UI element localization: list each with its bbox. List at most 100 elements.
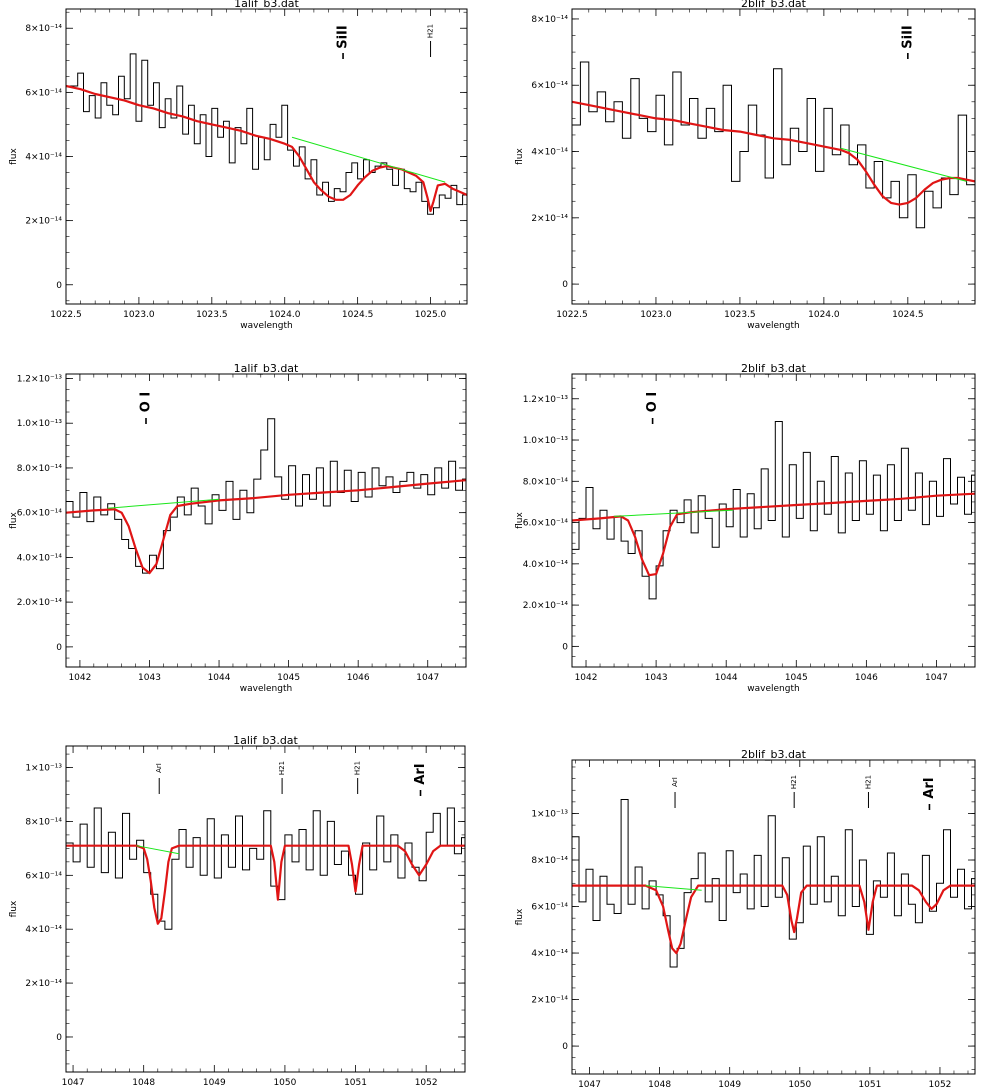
- x-tick-label: 1048: [648, 1080, 671, 1089]
- y-tick-label: 6×10⁻¹⁴: [25, 871, 62, 881]
- plot-frame: [65, 745, 466, 1073]
- x-tick-label: 1050: [788, 1080, 811, 1089]
- line-id-label: SiII: [900, 25, 915, 49]
- y-tick-label: 1.2×10⁻¹³: [523, 395, 569, 405]
- x-tick-label: 1051: [344, 1078, 367, 1088]
- plot-frame: [571, 8, 976, 305]
- line-id-label: H21: [790, 775, 798, 789]
- continuum-line: [840, 147, 967, 182]
- spectrum-histogram: [572, 421, 975, 600]
- y-tick-label: 2.0×10⁻¹⁴: [523, 601, 569, 611]
- y-tick-label: 4.0×10⁻¹⁴: [523, 560, 569, 570]
- x-tick-label: 1046: [855, 673, 878, 683]
- y-tick-label: 1.0×10⁻¹³: [17, 419, 63, 429]
- y-tick-label: 0: [56, 1033, 62, 1043]
- plot-area: [66, 807, 465, 930]
- panel-2: 2blif_b3.dat 1022.5 1023.0 1023.5 1024.0 1024…: [515, 0, 976, 331]
- continuum-line: [645, 885, 702, 891]
- y-tick-label: 0: [562, 642, 568, 652]
- panel-title: 2blif_b3.dat: [741, 362, 807, 375]
- line-id-label: ArI: [671, 777, 679, 787]
- fit-model-line: [66, 479, 466, 575]
- continuum-line: [136, 845, 180, 855]
- plot-frame: [65, 373, 467, 668]
- y-tick-label: 4×10⁻¹⁴: [25, 153, 62, 163]
- line-id-label: H21: [864, 775, 872, 789]
- y-tick-label: 6×10⁻¹⁴: [531, 81, 568, 91]
- y-tick-label: 4.0×10⁻¹⁴: [17, 553, 63, 563]
- y-tick-label: 2×10⁻¹⁴: [25, 979, 62, 989]
- x-tick-label: 1050: [273, 1078, 296, 1088]
- x-tick-label: 1047: [925, 673, 948, 683]
- y-axis-label: flux: [9, 511, 19, 528]
- y-tick-label: 4×10⁻¹⁴: [531, 148, 568, 158]
- x-tick-label: 1047: [416, 673, 439, 683]
- panel-title: 2blif_b3.dat: [741, 0, 807, 10]
- plot-area: [572, 421, 975, 600]
- x-tick-label: 1052: [929, 1080, 952, 1089]
- x-tick-label: 1024.0: [269, 310, 301, 320]
- plot-area: [66, 418, 466, 575]
- spectrum-histogram: [572, 61, 975, 229]
- x-tick-label: 1044: [208, 673, 231, 683]
- y-tick-label: 0: [56, 643, 62, 653]
- x-axis-label: wavelength: [747, 321, 799, 331]
- y-tick-label: 8.0×10⁻¹⁴: [523, 477, 569, 487]
- fit-model-line: [572, 492, 975, 577]
- line-id-label: O I: [139, 392, 154, 412]
- x-tick-label: 1022.5: [556, 310, 588, 320]
- x-axis-label: wavelength: [747, 684, 799, 694]
- spectrum-histogram: [66, 807, 465, 930]
- y-tick-label: 8×10⁻¹⁴: [531, 856, 568, 866]
- x-tick-label: 1025.0: [415, 310, 447, 320]
- x-tick-label: 1042: [575, 673, 598, 683]
- y-tick-label: 4×10⁻¹⁴: [531, 949, 568, 959]
- x-tick-label: 1042: [68, 673, 91, 683]
- y-tick-label: 2×10⁻¹⁴: [25, 217, 62, 227]
- y-tick-label: 6.0×10⁻¹⁴: [523, 519, 569, 529]
- y-axis-label: flux: [9, 900, 19, 917]
- line-id-label: H21: [354, 761, 362, 775]
- y-tick-label: 4×10⁻¹⁴: [25, 925, 62, 935]
- y-tick-label: 0: [562, 280, 568, 290]
- continuum-line: [291, 136, 446, 183]
- panel-4: 2blif_b3.dat 1042 1043 1044 1045 1046 1047 0 2.0…: [515, 362, 976, 694]
- x-tick-label: 1051: [858, 1080, 881, 1089]
- y-tick-label: 1.0×10⁻¹³: [523, 436, 569, 446]
- fit-model-line: [66, 844, 465, 925]
- line-id-label: H21: [427, 24, 435, 38]
- y-axis-label: flux: [9, 147, 19, 164]
- fit-model-line: [66, 84, 467, 213]
- y-tick-label: 0: [562, 1042, 568, 1052]
- x-tick-label: 1045: [785, 673, 808, 683]
- x-axis-label: wavelength: [240, 684, 292, 694]
- panel-title: 1alif_b3.dat: [234, 362, 299, 375]
- x-tick-label: 1043: [138, 673, 161, 683]
- plot-area: [66, 53, 467, 215]
- x-tick-label: 1023.5: [724, 310, 756, 320]
- x-tick-label: 1049: [718, 1080, 741, 1089]
- y-axis-label: flux: [515, 908, 525, 925]
- panel-6: 2blif_b3.dat 1047 1048 1049 1050 1051 1052 0 2×1…: [515, 748, 976, 1089]
- x-tick-label: 1046: [347, 673, 370, 683]
- x-tick-label: 1024.5: [342, 310, 374, 320]
- x-tick-label: 1043: [645, 673, 668, 683]
- panel-title: 2blif_b3.dat: [741, 748, 807, 761]
- panel-1: 1alif_b3.dat 1022.5 1023.0 1023.5 1024.0 1024…: [9, 0, 468, 331]
- y-tick-label: 2×10⁻¹⁴: [531, 996, 568, 1006]
- continuum-line: [107, 498, 220, 509]
- x-tick-label: 1023.5: [196, 310, 228, 320]
- line-id-label: SiII: [336, 25, 351, 49]
- y-tick-label: 1×10⁻¹³: [25, 764, 62, 774]
- y-tick-label: 2.0×10⁻¹⁴: [17, 598, 63, 608]
- y-tick-label: 2×10⁻¹⁴: [531, 214, 568, 224]
- x-tick-label: 1045: [277, 673, 300, 683]
- x-tick-label: 1048: [132, 1078, 155, 1088]
- continuum-line: [614, 509, 734, 517]
- x-tick-label: 1024.5: [892, 310, 924, 320]
- y-tick-label: 0: [56, 281, 62, 291]
- plot-area: [572, 61, 975, 229]
- panel-title: 1alif_b3.dat: [234, 0, 299, 10]
- x-tick-label: 1023.0: [640, 310, 672, 320]
